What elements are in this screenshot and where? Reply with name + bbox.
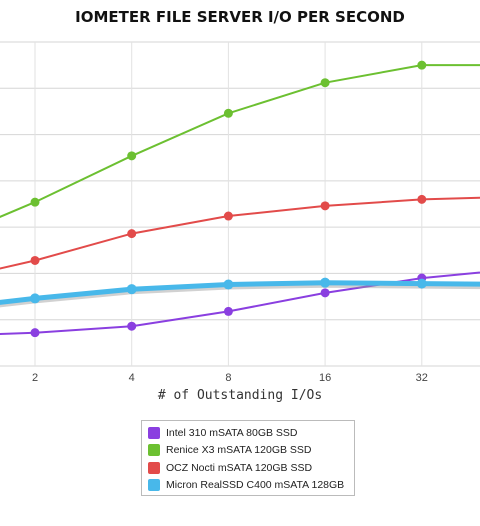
x-axis-label: # of Outstanding I/Os [157, 388, 323, 403]
series-group [0, 277, 480, 308]
legend-swatch-renice [148, 444, 160, 457]
series-group [0, 60, 480, 218]
legend-item-ocz[interactable]: OCZ Nocti mSATA 120GB SSD [148, 459, 348, 477]
legend-label-ocz: OCZ Nocti mSATA 120GB SSD [166, 461, 313, 474]
data-point[interactable] [223, 306, 233, 316]
data-point[interactable] [30, 293, 40, 304]
legend-label-micron: Micron RealSSD C400 mSATA 128GB [166, 479, 345, 492]
series-line [0, 64, 480, 218]
data-point[interactable] [320, 78, 330, 88]
chart-title: IOMETER FILE SERVER I/O PER SECOND [75, 8, 405, 26]
series-group [0, 271, 480, 338]
series-group [0, 194, 480, 270]
x-tick-label: 32 [416, 372, 428, 384]
series-line [0, 196, 480, 270]
data-point[interactable] [417, 60, 427, 70]
data-point[interactable] [30, 197, 40, 207]
x-tick-label: 16 [319, 372, 331, 384]
data-point[interactable] [320, 201, 330, 211]
data-point[interactable] [127, 229, 137, 239]
legend-label-intel: Intel 310 mSATA 80GB SSD [166, 426, 298, 439]
data-point[interactable] [30, 328, 40, 338]
legend: Intel 310 mSATA 80GB SSD Renice X3 mSATA… [141, 420, 355, 496]
legend-item-micron[interactable]: Micron RealSSD C400 mSATA 128GB [148, 477, 348, 495]
data-point[interactable] [127, 321, 137, 331]
legend-swatch-ocz [148, 461, 160, 474]
series-line-shadow [0, 281, 480, 308]
legend-swatch-intel [148, 426, 160, 439]
x-tick-label: 8 [225, 372, 231, 384]
x-tick-label: 4 [129, 372, 135, 384]
data-point[interactable] [320, 288, 330, 298]
data-point[interactable] [127, 151, 137, 161]
legend-item-renice[interactable]: Renice X3 mSATA 120GB SSD [148, 442, 348, 460]
data-point[interactable] [223, 108, 233, 118]
series-line [0, 271, 480, 336]
data-point[interactable] [126, 284, 137, 295]
data-point[interactable] [223, 211, 233, 221]
legend-swatch-micron [148, 479, 160, 492]
data-point[interactable] [417, 194, 427, 204]
data-point[interactable] [223, 279, 234, 290]
data-point[interactable] [30, 255, 40, 265]
data-point[interactable] [320, 277, 331, 288]
legend-item-intel[interactable]: Intel 310 mSATA 80GB SSD [148, 424, 348, 442]
legend-label-renice: Renice X3 mSATA 120GB SSD [166, 444, 312, 457]
x-tick-label: 2 [32, 372, 38, 384]
data-point[interactable] [416, 278, 427, 289]
